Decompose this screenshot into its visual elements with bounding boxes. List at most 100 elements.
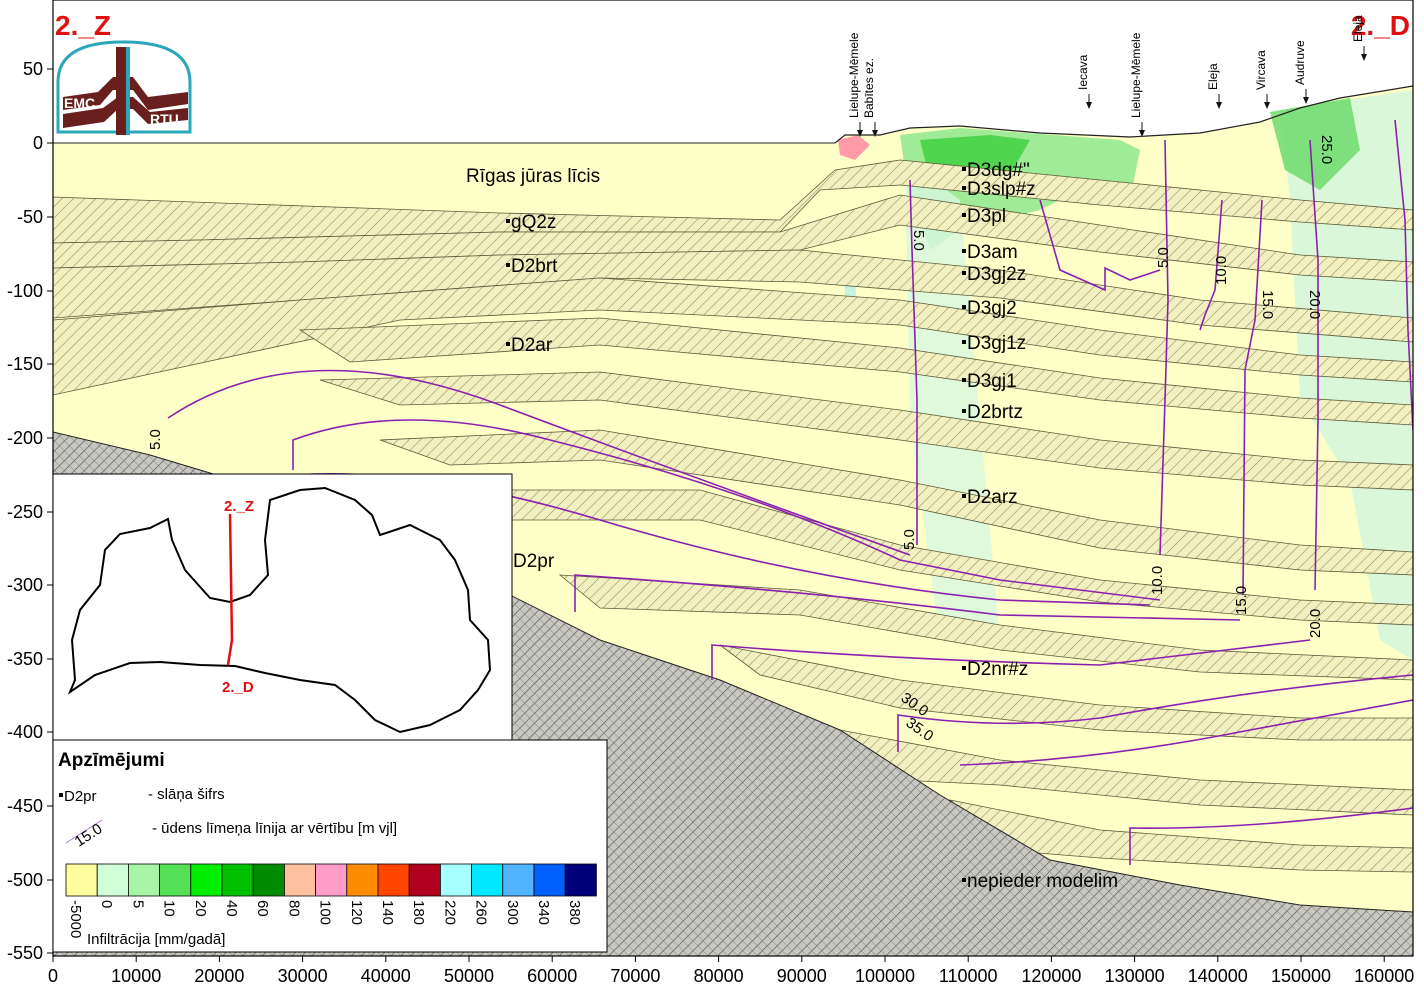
layer-code: D3gj1z <box>967 333 1026 354</box>
scale-value: 0 <box>98 900 115 908</box>
inset-end-label: 2._D <box>222 679 254 696</box>
scale-value: 10 <box>161 900 178 917</box>
section-start-label: 2._Z <box>55 10 111 41</box>
layer-code: D3gj2z <box>967 264 1026 285</box>
layer-code-marker <box>962 878 966 882</box>
x-tick-label: 160000 <box>1354 966 1414 986</box>
legend-title: Apzīmējumi <box>58 750 165 771</box>
legend-code-sample: D2pr <box>64 788 97 805</box>
layer-code-marker <box>962 666 966 670</box>
aquitard-bands <box>53 159 1413 873</box>
aquitard-band <box>719 644 1413 741</box>
river-name: Eleja <box>1206 63 1220 90</box>
scale-swatch <box>346 863 379 897</box>
scale-swatch <box>377 863 410 897</box>
scale-value: 220 <box>441 900 458 925</box>
water-level-line <box>292 419 1161 601</box>
x-tick-label: 70000 <box>610 966 660 986</box>
water-level-line <box>1039 199 1161 292</box>
layer-code-marker <box>962 305 966 309</box>
scale-value: 40 <box>223 900 240 917</box>
water-level-line <box>909 179 918 545</box>
water-level-line <box>1394 119 1413 431</box>
layer-code: D2arz <box>967 487 1018 508</box>
layer-code-marker <box>962 271 966 275</box>
x-axis: 0 10000 20000 30000 40000 50000 60000 70000 8000… <box>48 956 1414 986</box>
layer-code: D2brt <box>511 256 558 277</box>
x-tick-label: 10000 <box>111 966 161 986</box>
x-tick-label: 80000 <box>694 966 744 986</box>
scale-swatch <box>190 863 223 897</box>
river-arrow-head <box>857 130 863 137</box>
layer-code: gQ2z <box>511 212 556 233</box>
code-marker <box>59 793 63 797</box>
contour-value: 5.0 <box>910 230 927 251</box>
y-tick-label: -250 <box>7 502 43 522</box>
y-tick-label: -150 <box>7 354 43 374</box>
layer-code: D3gj1 <box>967 371 1017 392</box>
layer-code: D2ar <box>511 335 553 356</box>
layer-code: D3dg#" <box>967 160 1030 181</box>
aquitard-band <box>298 317 1413 426</box>
y-tick-label: -350 <box>7 649 43 669</box>
water-level-line <box>167 369 911 556</box>
scale-swatch <box>439 863 472 897</box>
water-level-line <box>711 639 1311 680</box>
y-tick-label: -400 <box>7 722 43 742</box>
river-arrow-head <box>1086 102 1092 109</box>
scale-swatch <box>408 863 441 897</box>
river-arrow-head <box>1216 102 1222 109</box>
layer-code: D3gj2 <box>967 298 1017 319</box>
inset-start-label: 2._Z <box>224 498 254 515</box>
y-tick-label: -450 <box>7 796 43 816</box>
scale-value: 180 <box>410 900 427 925</box>
layer-code-marker <box>962 167 966 171</box>
scale-swatch <box>502 863 535 897</box>
aquitard-band <box>429 489 1413 626</box>
sea-label: Rīgas jūras līcis <box>466 166 600 187</box>
water-level-line <box>1199 199 1223 331</box>
layer-code-marker <box>962 340 966 344</box>
layer-code-marker <box>962 213 966 217</box>
water-level-line <box>897 674 1413 752</box>
scale-value: 80 <box>285 900 302 917</box>
x-tick-label: 110000 <box>939 966 998 986</box>
x-tick-label: 150000 <box>1271 966 1331 986</box>
infiltration-color-scale: -5000 0 5 10 20 40 60 80 100 120 140 180 220 260 300 34… <box>65 863 597 938</box>
scale-value: 20 <box>192 900 209 917</box>
scale-swatch <box>96 863 129 897</box>
layer-code: nepieder modelim <box>967 871 1118 892</box>
scale-value: 260 <box>473 900 490 925</box>
water-level-line <box>1309 139 1319 591</box>
water-level-line <box>1129 807 1413 865</box>
latvia-outline <box>67 486 492 734</box>
infiltration-zone <box>838 135 870 160</box>
logo-text-top: EMC <box>64 95 95 111</box>
layer-code: D2nr#z <box>967 659 1028 680</box>
river-arrow-head <box>872 130 878 137</box>
layer-code-marker <box>962 378 966 382</box>
river-arrow-head <box>1303 97 1309 104</box>
scale-swatch <box>252 863 285 897</box>
x-tick-label: 130000 <box>1105 966 1165 986</box>
scale-swatch <box>315 863 348 897</box>
x-tick-label: 100000 <box>855 966 915 986</box>
river-name: Lielupe-Mēmele <box>847 32 861 118</box>
legend-scale-title: Infiltrācija [mm/gadā] <box>87 931 225 948</box>
contour-value: 20.0 <box>1306 290 1323 319</box>
x-tick-label: 60000 <box>527 966 577 986</box>
inset-map: 2._Z 2._D <box>52 473 513 741</box>
river-name: Iecava <box>1076 54 1090 90</box>
contour-value: 5.0 <box>1155 247 1172 268</box>
legend-code-desc: - slāņa šifrs <box>148 786 225 803</box>
scale-value: 5 <box>129 900 146 908</box>
contour-value: 15.0 <box>1259 290 1276 319</box>
layer-code-marker <box>962 409 966 413</box>
x-tick-label: 140000 <box>1188 966 1248 986</box>
scale-swatch <box>221 863 254 897</box>
layer-code-marker <box>962 186 966 190</box>
contour-value: 10.0 <box>1213 256 1230 285</box>
x-tick-label: 30000 <box>278 966 328 986</box>
water-level-line <box>1242 199 1263 596</box>
